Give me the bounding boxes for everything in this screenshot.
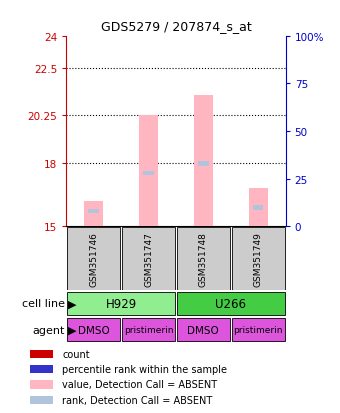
Bar <box>67 292 175 316</box>
Text: GSM351749: GSM351749 <box>254 231 263 286</box>
Text: H929: H929 <box>105 297 137 310</box>
Text: rank, Detection Call = ABSENT: rank, Detection Call = ABSENT <box>62 395 212 405</box>
Text: U266: U266 <box>215 297 246 310</box>
Bar <box>30 365 53 373</box>
Bar <box>67 318 120 342</box>
Text: ▶: ▶ <box>68 325 76 335</box>
Text: pristimerin: pristimerin <box>234 325 283 334</box>
Text: GSM351746: GSM351746 <box>89 231 98 286</box>
Bar <box>122 318 175 342</box>
Text: DMSO: DMSO <box>78 325 109 335</box>
Bar <box>232 228 285 290</box>
Bar <box>177 228 230 290</box>
Bar <box>194 96 213 227</box>
Bar <box>249 189 268 227</box>
Text: percentile rank within the sample: percentile rank within the sample <box>62 364 227 374</box>
Bar <box>177 292 285 316</box>
Bar <box>253 205 264 210</box>
Bar <box>30 380 53 389</box>
Bar <box>30 396 53 404</box>
Bar <box>67 228 120 290</box>
Bar <box>88 209 99 214</box>
Text: cell line: cell line <box>22 299 65 309</box>
Text: DMSO: DMSO <box>187 325 219 335</box>
Text: pristimerin: pristimerin <box>124 325 173 334</box>
Text: agent: agent <box>32 325 65 335</box>
Bar <box>232 318 285 342</box>
Text: GSM351747: GSM351747 <box>144 231 153 286</box>
Text: GSM351748: GSM351748 <box>199 231 208 286</box>
Text: count: count <box>62 349 90 359</box>
Bar <box>143 171 154 176</box>
Bar <box>139 116 158 227</box>
Bar <box>177 318 230 342</box>
Title: GDS5279 / 207874_s_at: GDS5279 / 207874_s_at <box>101 20 251 33</box>
Bar <box>198 162 209 166</box>
Bar <box>30 350 53 358</box>
Bar <box>122 228 175 290</box>
Text: value, Detection Call = ABSENT: value, Detection Call = ABSENT <box>62 380 217 389</box>
Bar <box>84 202 103 227</box>
Text: ▶: ▶ <box>68 299 76 309</box>
